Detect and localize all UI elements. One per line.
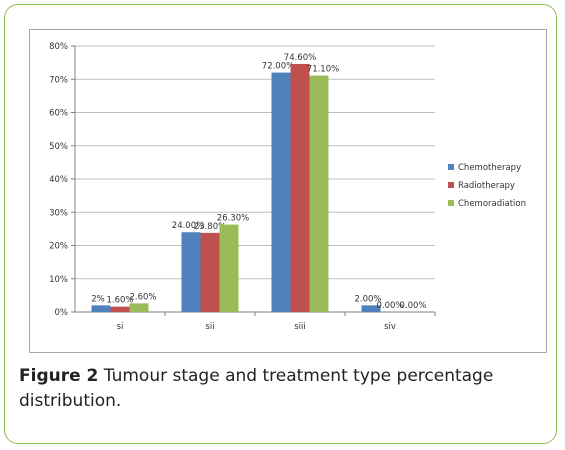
y-tick-label: 30% — [49, 208, 68, 218]
data-label: 24.00% — [172, 221, 204, 231]
y-tick-label: 0% — [55, 308, 69, 318]
bar — [91, 305, 111, 312]
legend-label: Chemotherapy — [458, 163, 521, 173]
y-tick-label: 70% — [49, 75, 68, 85]
data-label: 72.00% — [262, 62, 294, 72]
data-label: 26.30% — [217, 214, 249, 224]
data-label: 1.60% — [106, 296, 133, 306]
x-tick-label: sii — [205, 322, 214, 332]
bar — [110, 306, 130, 312]
legend-swatch — [448, 200, 454, 206]
data-label: 2.00% — [354, 294, 381, 304]
x-tick-label: si — [117, 322, 124, 332]
bar — [309, 75, 329, 312]
x-tick-label: siii — [294, 322, 306, 332]
figure-frame: 0% 10% 20% 30% 40% 50% 60% 70% 80% si 2% 1.60% 2.60%… — [4, 4, 557, 444]
chart-area: 0% 10% 20% 30% 40% 50% 60% 70% 80% si 2% 1.60% 2.60%… — [29, 29, 547, 353]
data-label: 0.00% — [399, 301, 426, 311]
x-tick-label: siv — [384, 322, 396, 332]
data-label: 2% — [91, 294, 105, 304]
y-tick-label: 40% — [49, 175, 68, 185]
bar — [290, 63, 310, 312]
legend-label: Radiotherapy — [458, 181, 515, 191]
figure-caption-text: Tumour stage and treatment type percenta… — [19, 366, 494, 411]
bar — [129, 303, 149, 312]
data-label: 71.10% — [307, 65, 339, 75]
y-tick-label: 60% — [49, 109, 68, 119]
data-label: 74.60% — [284, 53, 316, 63]
legend-swatch — [448, 182, 454, 188]
legend-label: Chemoradiation — [458, 199, 526, 209]
bar — [200, 232, 220, 312]
bar — [219, 224, 239, 312]
data-label: 2.60% — [129, 292, 156, 302]
figure-label: Figure 2 — [19, 366, 99, 386]
bar — [361, 305, 381, 312]
figure-caption: Figure 2 Tumour stage and treatment type… — [19, 364, 539, 414]
y-tick-label: 10% — [49, 275, 68, 285]
y-tick-label: 80% — [49, 42, 68, 52]
y-tick-label: 20% — [49, 242, 68, 252]
bar — [181, 232, 201, 312]
y-tick-label: 50% — [49, 142, 68, 152]
data-label: 0.00% — [376, 301, 403, 311]
legend-swatch — [448, 164, 454, 170]
bar-chart: 0% 10% 20% 30% 40% 50% 60% 70% 80% si 2% 1.60%2.60%… — [49, 42, 526, 332]
data-label: 23.80% — [194, 222, 226, 232]
bar — [271, 72, 291, 312]
